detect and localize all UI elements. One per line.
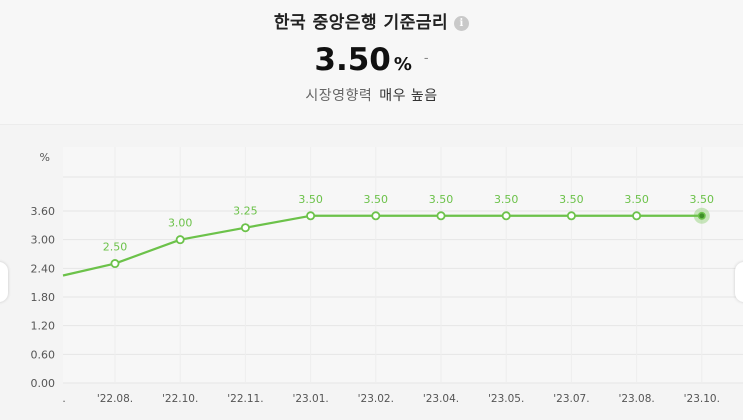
chart-scroll-left-button[interactable] [0, 262, 8, 302]
x-tick-label: '23.07. [553, 393, 589, 405]
data-label: 3.50 [364, 193, 389, 206]
x-tick-label: '22.10. [162, 393, 198, 405]
y-unit-label: % [40, 151, 50, 164]
data-point [697, 211, 706, 220]
y-tick-label: 0.00 [31, 377, 56, 390]
y-tick-label: 1.80 [31, 291, 56, 304]
x-tick-label: '23.04. [423, 393, 459, 405]
data-point [566, 211, 576, 221]
x-tick-label: '23.02. [358, 393, 394, 405]
x-tick-label: '23.01. [292, 393, 328, 405]
data-point [632, 211, 642, 221]
data-point [371, 211, 381, 221]
rate-change: - [423, 51, 429, 66]
x-tick-label: '22.08. [97, 393, 133, 405]
y-tick-label: 1.20 [31, 320, 56, 333]
y-tick-label: 2.40 [31, 262, 56, 275]
info-icon[interactable]: i [454, 16, 470, 31]
chart-scroll-right-button[interactable] [735, 262, 743, 302]
impact-label: 시장영향력 [305, 88, 373, 104]
data-label: 3.50 [690, 193, 715, 206]
data-point [306, 211, 316, 221]
data-point [240, 223, 250, 233]
data-label: 3.50 [494, 193, 519, 206]
rate-unit: % [393, 54, 412, 75]
data-label: 3.50 [429, 193, 454, 206]
market-impact: 시장영향력 매우 높음 [0, 85, 743, 105]
rate-line-chart: 0.00 0.60 1.20 1.80 2.40 3.00 3.60%. '22.08. '22… [31, 147, 743, 405]
y-tick-label: 0.60 [31, 348, 56, 361]
rate-value: 3.50 [314, 42, 391, 78]
data-point [436, 211, 446, 221]
rate-header: 한국 중앙은행 기준금리 i 3.50% - 시장영향력 매우 높음 [0, 0, 743, 125]
data-label: 3.25 [233, 205, 258, 218]
x-tick-label: '23.10. [684, 393, 720, 405]
x-tick-label: '23.08. [618, 393, 654, 405]
data-point [501, 211, 511, 221]
impact-level: 매우 높음 [379, 88, 438, 104]
x-tick-label: . [62, 393, 65, 405]
y-tick-label: 3.00 [31, 234, 56, 247]
data-label: 3.50 [559, 193, 584, 206]
rate-row: 3.50% - [0, 42, 743, 78]
x-tick-label: '22.11. [227, 393, 263, 405]
data-point [175, 235, 185, 245]
chart-area: 0.00 0.60 1.20 1.80 2.40 3.00 3.60%. '22.08. '22… [0, 125, 743, 420]
title-row: 한국 중앙은행 기준금리 i [0, 8, 743, 33]
x-tick-label: '23.05. [488, 393, 524, 405]
page-title: 한국 중앙은행 기준금리 [273, 13, 449, 33]
data-label: 3.50 [624, 193, 649, 206]
data-label: 3.00 [168, 217, 193, 230]
data-label: 2.50 [103, 241, 128, 254]
data-point [110, 259, 120, 269]
y-tick-label: 3.60 [31, 205, 56, 218]
data-label: 3.50 [298, 193, 323, 206]
plot-background [63, 147, 743, 383]
